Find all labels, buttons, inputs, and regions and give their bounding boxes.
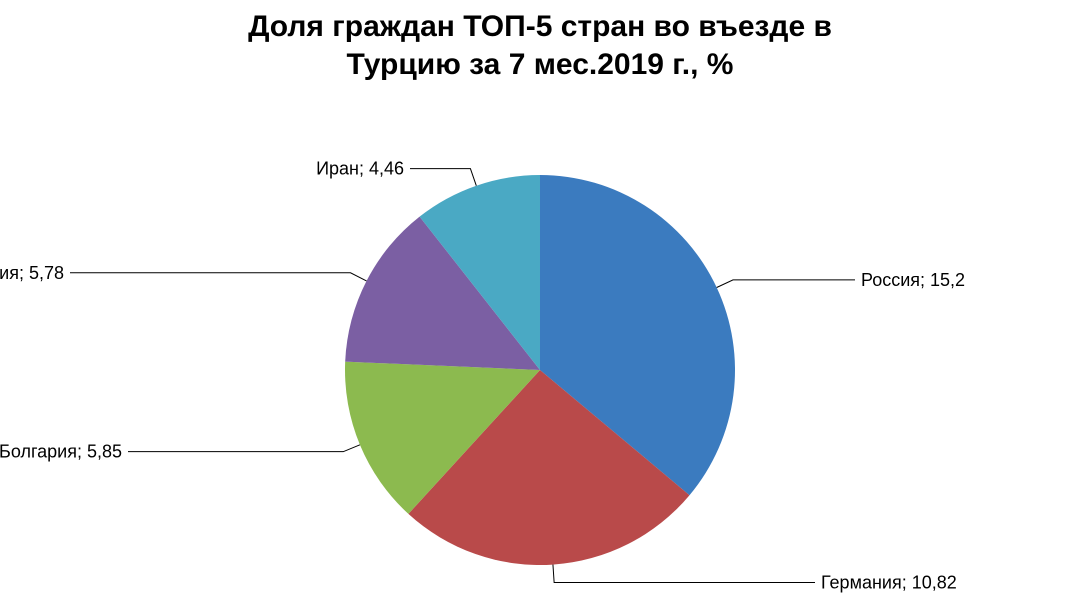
slice-label: Россия; 15,2 [861,270,965,290]
slice-label: Болгария; 5,85 [0,442,122,462]
slice-label: Иран; 4,46 [316,159,404,179]
slice-label: Великобритания; 5,78 [0,263,64,283]
chart-title: Доля граждан ТОП-5 стран во въезде в Тур… [0,8,1080,83]
pie-chart: Россия; 15,2 Германия; 10,82 Болгария; 5,8… [0,100,1080,605]
leader-line [717,280,855,288]
leader-line [410,169,476,186]
chart-container: Доля граждан ТОП-5 стран во въезде в Тур… [0,0,1080,605]
leader-line [70,273,367,281]
slice-label: Германия; 10,82 [821,573,957,593]
leader-line [553,565,815,583]
leader-line [128,445,360,452]
